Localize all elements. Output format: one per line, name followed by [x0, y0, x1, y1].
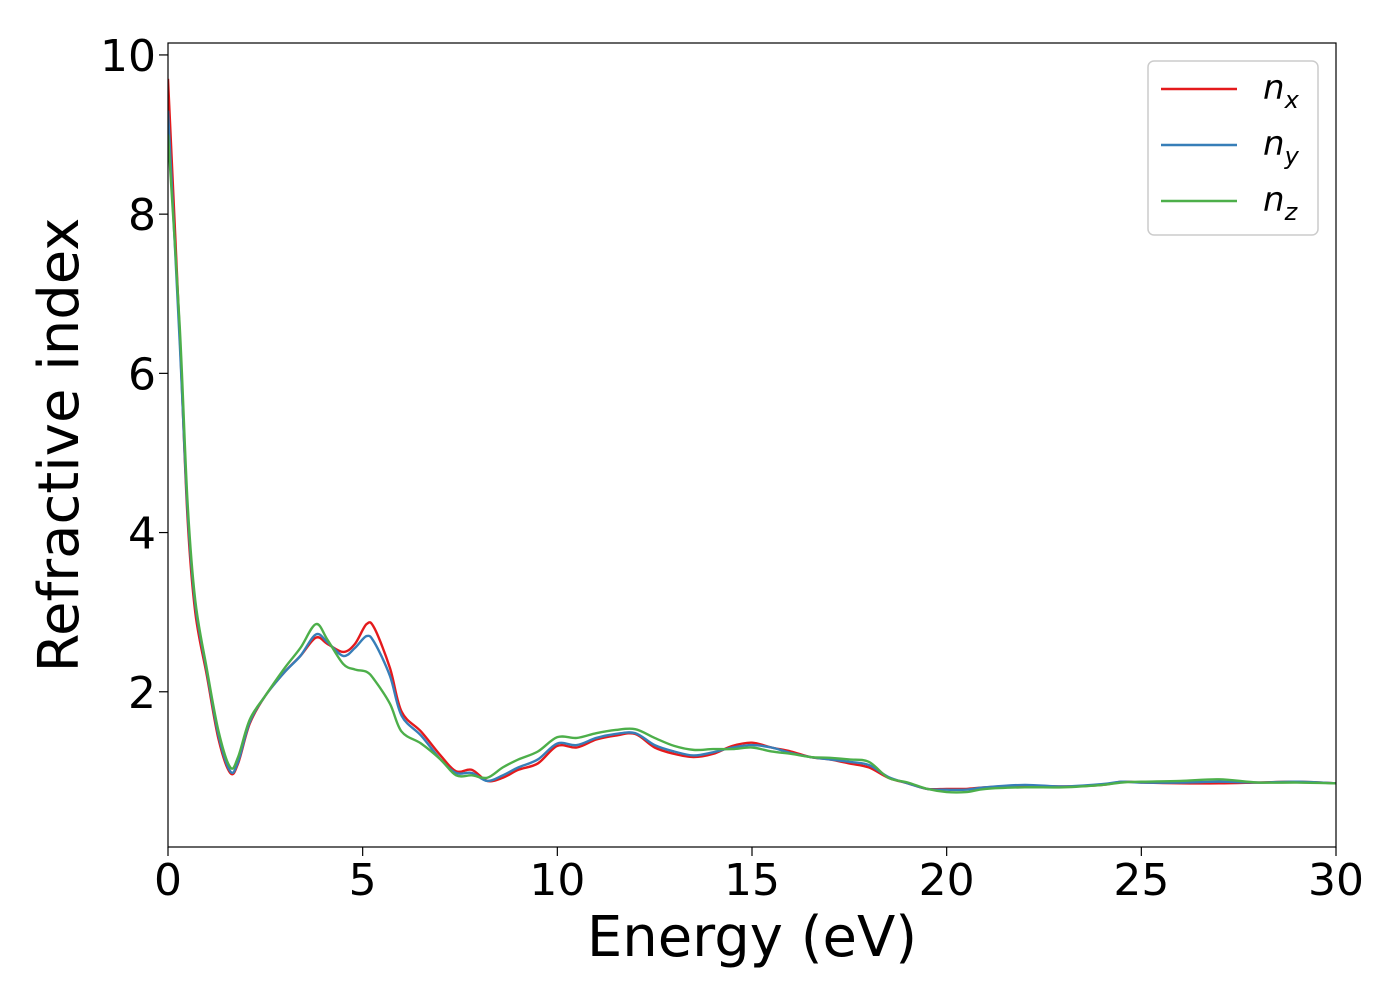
x-tick-label: 25	[1113, 855, 1169, 906]
legend-label-y: ny	[1263, 124, 1300, 170]
x-tick-label: 30	[1308, 855, 1364, 906]
y-tick-label: 8	[128, 190, 156, 241]
series-layer	[168, 78, 1336, 794]
series-line-z	[168, 134, 1336, 794]
y-tick-label: 4	[128, 509, 156, 560]
y-axis-title: Refractive index	[27, 218, 92, 673]
x-axis: 0 5 10 15 20 25 30	[154, 847, 1364, 906]
x-axis-title: Energy (eV)	[587, 905, 917, 970]
x-tick-label: 10	[529, 855, 585, 906]
x-tick-label: 5	[349, 855, 377, 906]
y-tick-label: 6	[128, 349, 156, 400]
legend-label-x: nx	[1263, 68, 1300, 114]
y-tick-label: 10	[100, 31, 156, 82]
x-tick-label: 15	[724, 855, 780, 906]
legend-box	[1147, 60, 1319, 236]
x-tick-label: 0	[154, 855, 182, 906]
x-tick-label: 20	[919, 855, 975, 906]
y-axis: 2 4 6 8 10	[100, 31, 168, 719]
legend-label-z: nz	[1263, 180, 1299, 226]
y-tick-label: 2	[128, 668, 156, 719]
legend: nx ny nz	[1147, 60, 1319, 236]
